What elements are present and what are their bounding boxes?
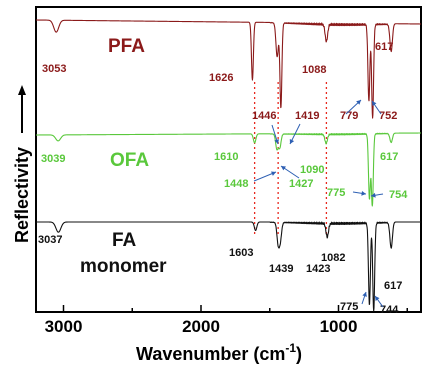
peak-arrow-head xyxy=(375,296,380,301)
peak-arrow-head xyxy=(289,139,295,144)
peak-label-ofa: 3039 xyxy=(41,153,65,165)
peak-arrow-head xyxy=(271,171,276,176)
series-label-fa: FA xyxy=(112,230,137,251)
series-label-pfa: PFA xyxy=(108,36,145,57)
guide-lines xyxy=(253,82,328,236)
annotations: 3053 1626 1446 1419 1088 779 752 617 3039 1610 144… xyxy=(38,41,408,316)
peak-arrow-head xyxy=(281,166,286,171)
peak-arrow-head xyxy=(356,100,361,105)
peak-label-fa-monomer: 1082 xyxy=(321,252,345,264)
x-axis-title-main: Wavenumber (cm xyxy=(136,344,285,364)
peak-label-pfa: 1088 xyxy=(302,64,326,76)
peak-label-pfa: 1446 xyxy=(252,110,276,122)
spectrum-pfa xyxy=(35,19,422,119)
x-tick-label: 2000 xyxy=(182,317,220,336)
y-axis-arrow-head xyxy=(18,85,26,95)
peak-label-fa-monomer: 775 xyxy=(340,301,358,313)
series-label-monomer: monomer xyxy=(80,256,167,277)
peak-label-fa-monomer: 1423 xyxy=(306,263,330,275)
x-tick-label: 1000 xyxy=(320,317,358,336)
peak-label-fa-monomer: 1603 xyxy=(229,247,253,259)
peak-label-ofa: 1090 xyxy=(300,164,324,176)
x-axis-title-close: ) xyxy=(296,344,302,364)
x-axis-ticks: 3000 2000 1000 xyxy=(45,305,408,336)
peak-label-ofa: 617 xyxy=(380,151,398,163)
x-axis-title: Wavenumber (cm-1) xyxy=(136,341,302,364)
peak-label-ofa: 1610 xyxy=(214,151,238,163)
peak-label-fa-monomer: 617 xyxy=(384,280,402,292)
peak-label-pfa: 1626 xyxy=(209,72,233,84)
peak-label-pfa: 779 xyxy=(340,110,358,122)
peak-label-pfa: 1419 xyxy=(295,110,319,122)
peak-arrow-head xyxy=(371,192,376,198)
peak-arrow-head xyxy=(362,292,367,297)
peak-arrow-head xyxy=(372,101,377,106)
peak-label-fa-monomer: 1439 xyxy=(269,263,293,275)
peak-label-pfa: 3053 xyxy=(42,63,66,75)
peak-label-pfa: 617 xyxy=(375,41,393,53)
peak-label-pfa: 752 xyxy=(379,110,397,122)
y-axis-title: Reflectivity xyxy=(12,85,32,243)
peak-arrow-head xyxy=(274,139,279,144)
plot-area xyxy=(35,6,422,313)
y-axis-title-text: Reflectivity xyxy=(12,147,32,243)
plot-frame xyxy=(35,6,422,313)
peak-arrow-head xyxy=(361,190,366,196)
peak-label-ofa: 1448 xyxy=(224,178,248,190)
peak-label-ofa: 1427 xyxy=(289,178,313,190)
x-axis-title-superscript: -1 xyxy=(285,341,296,355)
peak-label-ofa: 754 xyxy=(389,189,408,201)
x-tick-label: 3000 xyxy=(45,317,83,336)
peak-label-fa-monomer: 744 xyxy=(380,304,399,316)
series-label-ofa: OFA xyxy=(110,150,149,171)
spectra xyxy=(35,19,422,312)
spectrum-ofa xyxy=(35,132,422,207)
peak-label-ofa: 775 xyxy=(327,187,345,199)
peak-label-fa-monomer: 3037 xyxy=(38,234,62,246)
spectrum-fa-monomer xyxy=(35,221,422,312)
